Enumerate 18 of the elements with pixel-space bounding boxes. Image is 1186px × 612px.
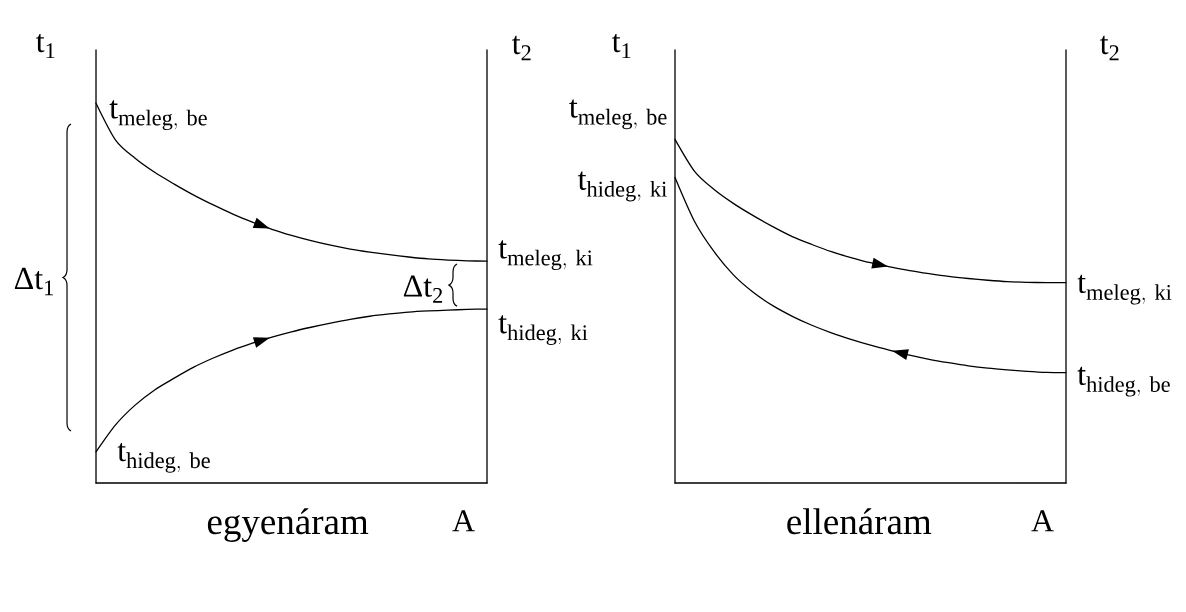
y-axis-title: t$_{1}$ [612, 33, 631, 59]
text: egyenáram [207, 508, 369, 542]
text: Δt$_{1}$ [14, 267, 53, 296]
annotation: Δt$_{2}$ [403, 275, 443, 303]
y2-axis-title: t$_{2}$ [512, 35, 531, 61]
x-axis-title: A [1031, 510, 1054, 532]
text: $\mathrm{t}_{\mathrm{meleg,\ be}}$ [569, 99, 667, 130]
annotation: $\mathrm{t}_{\mathrm{hideg,\ be}}$ [117, 442, 210, 473]
y-axis-title: t$_{1}$ [36, 33, 55, 59]
x-axis-title: A [452, 510, 475, 532]
text: $\mathrm{t}_{\mathrm{hideg,\ ki}}$ [577, 171, 667, 202]
text: $\mathrm{t}_{\mathrm{meleg,\ ki}}$ [498, 240, 593, 271]
text: ellenáram [787, 508, 932, 535]
y2-axis-title: t$_{2}$ [1100, 35, 1119, 61]
text: $\mathrm{t}_{\mathrm{meleg,\ ki}}$ [1077, 274, 1172, 305]
text: $\mathrm{t}_{\mathrm{hideg,\ be}}$ [1077, 366, 1170, 397]
text: $\mathrm{t}_{\mathrm{hideg,\ ki}}$ [498, 315, 588, 345]
annotation: $\mathrm{t}_{\mathrm{meleg,\ be}}$ [109, 100, 207, 131]
